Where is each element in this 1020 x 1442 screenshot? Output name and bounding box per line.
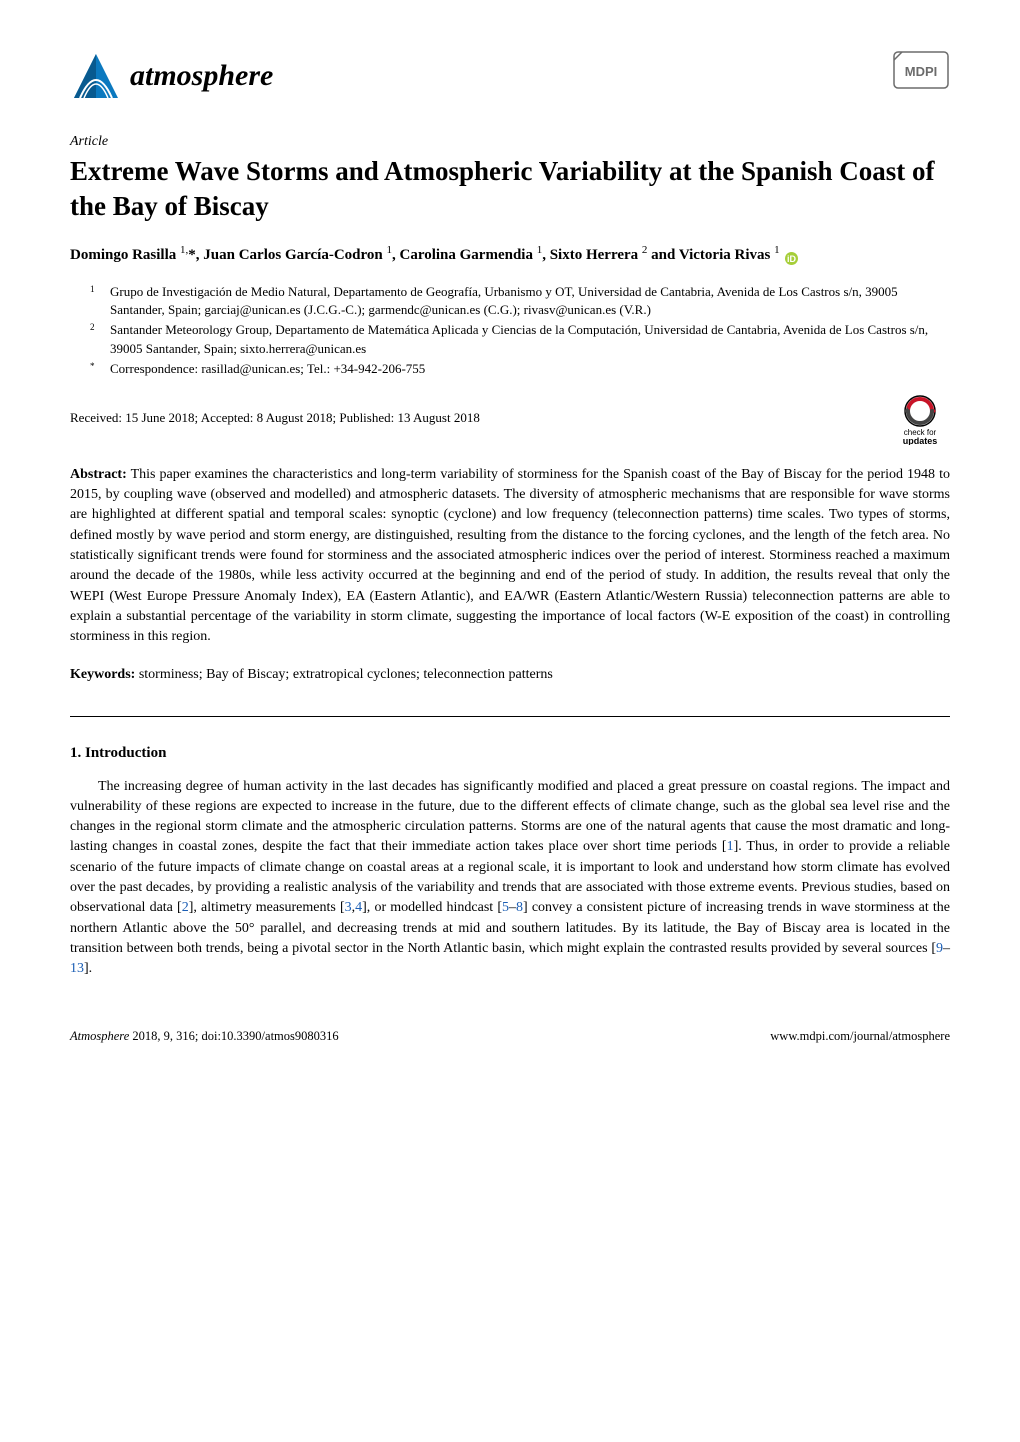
svg-text:MDPI: MDPI — [905, 64, 938, 79]
section-heading: 1. Introduction — [70, 743, 950, 765]
orcid-icon[interactable]: iD — [785, 250, 798, 263]
footer-left-rest: 2018, 9, 316; doi:10.3390/atmos9080316 — [132, 1029, 338, 1043]
keywords-block: Keywords: storminess; Bay of Biscay; ext… — [70, 665, 950, 685]
reference-link[interactable]: 3 — [345, 900, 352, 915]
affiliation-number: * — [90, 360, 110, 379]
keywords-text: storminess; Bay of Biscay; extratropical… — [135, 667, 553, 682]
reference-link[interactable]: 9 — [936, 941, 943, 956]
dates-row: Received: 15 June 2018; Accepted: 8 Augu… — [70, 393, 950, 445]
footer-left: Atmosphere 2018, 9, 316; doi:10.3390/atm… — [70, 1027, 339, 1045]
reference-link[interactable]: 2 — [182, 900, 189, 915]
reference-link[interactable]: 8 — [516, 900, 523, 915]
article-type: Article — [70, 132, 950, 152]
journal-logo-block: atmosphere — [70, 50, 273, 102]
affiliation-row: 2Santander Meteorology Group, Departamen… — [90, 321, 950, 357]
reference-link[interactable]: 5 — [502, 900, 509, 915]
affiliation-row: *Correspondence: rasillad@unican.es; Tel… — [90, 360, 950, 379]
svg-text:updates: updates — [903, 436, 938, 445]
affiliation-row: 1Grupo de Investigación de Medio Natural… — [90, 283, 950, 319]
keywords-label: Keywords: — [70, 667, 135, 682]
authors-text: Domingo Rasilla 1,*, Juan Carlos García-… — [70, 247, 780, 263]
section-separator — [70, 716, 950, 717]
reference-link[interactable]: 4 — [355, 900, 362, 915]
mdpi-logo-icon: MDPI — [892, 50, 950, 90]
affiliation-text: Santander Meteorology Group, Departament… — [110, 321, 950, 357]
svg-text:iD: iD — [787, 254, 797, 264]
dates-text: Received: 15 June 2018; Accepted: 8 Augu… — [70, 409, 480, 428]
affiliation-number: 1 — [90, 283, 110, 319]
affiliation-number: 2 — [90, 321, 110, 357]
page-footer: Atmosphere 2018, 9, 316; doi:10.3390/atm… — [70, 1019, 950, 1045]
affiliation-text: Correspondence: rasillad@unican.es; Tel.… — [110, 360, 950, 379]
reference-link[interactable]: 13 — [70, 961, 84, 976]
atmosphere-logo-icon — [70, 50, 122, 102]
reference-link[interactable]: 1 — [727, 839, 734, 854]
page-header: atmosphere MDPI — [70, 50, 950, 102]
abstract-label: Abstract: — [70, 467, 127, 482]
journal-name: atmosphere — [130, 54, 273, 98]
affiliation-text: Grupo de Investigación de Medio Natural,… — [110, 283, 950, 319]
abstract-block: Abstract: This paper examines the charac… — [70, 465, 950, 648]
article-title: Extreme Wave Storms and Atmospheric Vari… — [70, 154, 950, 224]
check-for-updates-icon[interactable]: check for updates — [890, 393, 950, 445]
authors-line: Domingo Rasilla 1,*, Juan Carlos García-… — [70, 242, 950, 267]
footer-right[interactable]: www.mdpi.com/journal/atmosphere — [770, 1027, 950, 1045]
affiliations-block: 1Grupo de Investigación de Medio Natural… — [70, 283, 950, 379]
abstract-text: This paper examines the characteristics … — [70, 467, 950, 644]
intro-paragraph: The increasing degree of human activity … — [70, 777, 950, 980]
footer-journal-italic: Atmosphere — [70, 1029, 129, 1043]
